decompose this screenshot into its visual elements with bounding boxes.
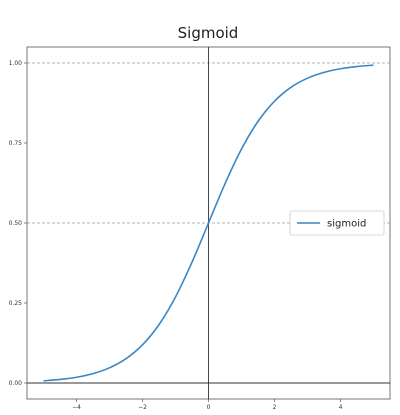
- y-tick-label: 0.50: [9, 220, 23, 227]
- series-line-sigmoid: [43, 64, 374, 382]
- series-layer: [43, 64, 374, 382]
- chart-title: Sigmoid: [178, 24, 239, 42]
- x-tick-label: −2: [138, 404, 147, 411]
- legend-box: [289, 210, 385, 236]
- x-tick-label: −4: [72, 404, 81, 411]
- legend: sigmoid: [289, 210, 385, 236]
- y-tick-label: 1.00: [9, 60, 23, 67]
- y-tick-label: 0.00: [9, 380, 23, 387]
- x-axis-ticks: −4 −2 0 2 4: [72, 399, 343, 411]
- legend-label-sigmoid: sigmoid: [327, 219, 366, 230]
- x-tick-label: 4: [339, 404, 343, 411]
- x-tick-label: 2: [273, 404, 277, 411]
- y-tick-label: 0.25: [9, 300, 23, 307]
- y-axis-ticks: 0.00 0.25 0.50 0.75 1.00: [9, 60, 27, 387]
- y-tick-label: 0.75: [9, 140, 23, 147]
- x-tick-label: 0: [207, 404, 211, 411]
